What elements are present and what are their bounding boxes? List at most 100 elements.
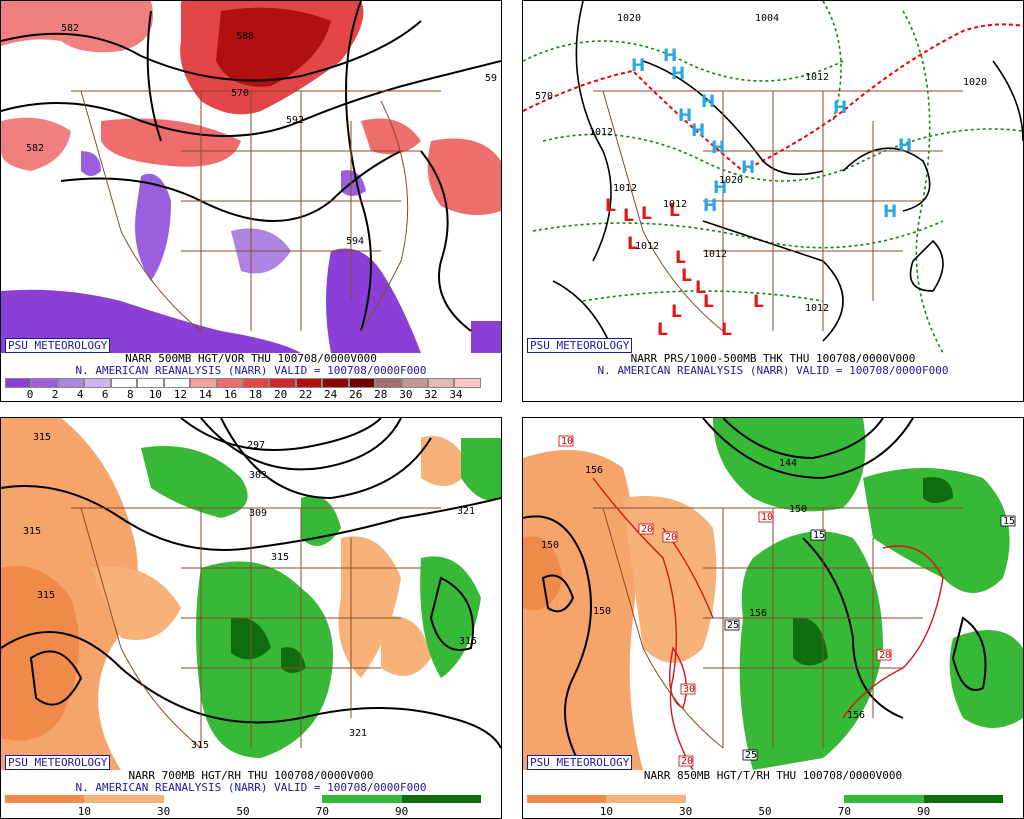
colorbar-label: 30	[399, 388, 413, 401]
colorbar-label: 10	[599, 805, 613, 818]
high-symbol: H	[883, 202, 897, 222]
colorbar-label: 6	[101, 388, 109, 401]
high-symbol: H	[631, 56, 645, 76]
contour-label: 315	[191, 740, 209, 751]
colorbar-labels: 10 30 50 70 90	[5, 806, 481, 818]
contour-label: 321	[349, 728, 367, 739]
temp-label: 10	[761, 512, 773, 523]
colorbar-swatch	[401, 795, 481, 803]
colorbar-label: 10	[77, 805, 91, 818]
colorbar-swatch	[84, 795, 164, 803]
colorbar-label: 70	[837, 805, 851, 818]
contour-label: 150	[789, 504, 807, 515]
temp-label: 15	[813, 530, 825, 541]
high-symbol: H	[703, 196, 717, 216]
contour-label: 1020	[963, 77, 987, 88]
contour-label: 582	[61, 23, 79, 34]
high-symbol: H	[691, 121, 705, 141]
contour-label: 570	[231, 88, 249, 99]
low-symbol: L	[703, 292, 714, 312]
colorbar-label: 4	[76, 388, 84, 401]
contour-label: 303	[249, 470, 267, 481]
contour-label: 309	[249, 508, 267, 519]
low-symbol: L	[641, 204, 652, 224]
contour-label: 321	[457, 506, 475, 517]
contour-label: 150	[593, 606, 611, 617]
colorbar	[527, 795, 1003, 803]
contour-label: 297	[247, 440, 265, 451]
colorbar-swatch	[375, 378, 402, 388]
colorbar-swatch	[5, 795, 85, 803]
contour-label: 156	[749, 608, 767, 619]
colorbar-swatch	[844, 795, 924, 803]
contour-label: 156	[585, 465, 603, 476]
panel-pressure-thickness: H H H H H H H H H H H H H L L L L L L L …	[522, 0, 1024, 402]
colorbar	[5, 795, 481, 803]
brand-label: PSU METEOROLOGY	[5, 338, 111, 353]
colorbar-swatch	[295, 378, 323, 388]
contour-label: 59	[485, 73, 497, 84]
temp-label: 25	[745, 750, 757, 761]
colorbar-swatch	[163, 795, 243, 803]
colorbar-swatch	[348, 378, 376, 388]
colorbar-label: 28	[374, 388, 388, 401]
high-symbol: H	[701, 92, 715, 112]
colorbar-label: 10	[148, 388, 162, 401]
panel-title: NARR 500MB HGT/VOR THU 100708/0000V000	[125, 352, 377, 365]
low-symbol: L	[671, 302, 682, 322]
colorbar-label: 70	[315, 805, 329, 818]
temp-label: 20	[681, 756, 693, 767]
colorbar-swatch	[31, 378, 58, 388]
panel-subtitle: N. AMERICAN REANALYSIS (NARR) VALID = 10…	[597, 364, 949, 377]
colorbar-swatch	[527, 795, 607, 803]
colorbar-swatch	[322, 378, 349, 388]
colorbar-label: 18	[248, 388, 263, 401]
colorbar-label: 8	[126, 388, 134, 401]
contour-label: 1004	[755, 13, 779, 24]
low-symbol: L	[675, 248, 686, 268]
contour-label: 1012	[635, 241, 659, 252]
contour-label: 144	[779, 458, 797, 469]
contour-label: 150	[541, 540, 559, 551]
map-850mb: 156 150 144 150 150 156 156 10 20 10 20 …	[523, 418, 1023, 770]
high-symbol: H	[711, 138, 725, 158]
colorbar-swatch	[764, 795, 845, 803]
temp-label: 20	[879, 650, 891, 661]
colorbar-label: 26	[349, 388, 363, 401]
contour-label: 315	[459, 636, 477, 647]
contour-label: 315	[33, 432, 51, 443]
colorbar-label: 90	[395, 805, 409, 818]
contour-label: 1012	[613, 183, 637, 194]
brand-label: PSU METEOROLOGY	[527, 755, 633, 770]
colorbar-labels: 10 30 50 70 90	[527, 806, 1003, 818]
colorbar-swatch	[190, 378, 217, 388]
colorbar-swatch	[606, 795, 686, 803]
high-symbol: H	[671, 64, 685, 84]
contour-label: 1012	[805, 72, 829, 83]
high-symbol: H	[741, 158, 755, 178]
colorbar-label: 2	[51, 388, 59, 401]
panel-subtitle: N. AMERICAN REANALYSIS (NARR) VALID = 10…	[75, 781, 427, 794]
map-500mb: 582 588 570 592 582 59 594	[1, 1, 501, 353]
colorbar-label: 34	[449, 388, 463, 401]
temp-label: 10	[561, 436, 573, 447]
temp-label: 30	[683, 684, 695, 695]
contour-label: 1020	[719, 175, 743, 186]
contour-label: 570	[535, 91, 553, 102]
colorbar-swatch	[685, 795, 765, 803]
colorbar-label: 14	[198, 388, 213, 401]
contour-label: 1012	[589, 127, 613, 138]
contour-label: 315	[271, 552, 289, 563]
colorbar-swatch	[84, 378, 111, 388]
colorbar	[5, 378, 481, 388]
contour-label: 315	[23, 526, 41, 537]
colorbar-swatch	[923, 795, 1003, 803]
colorbar-label: 32	[424, 388, 438, 401]
panel-500mb-height-vorticity: 582 588 570 592 582 59 594 PSU METEOROLO…	[0, 0, 502, 402]
temp-label: 20	[665, 532, 677, 543]
contour-label: 1012	[663, 199, 687, 210]
low-symbol: L	[753, 292, 764, 312]
low-symbol: L	[681, 266, 692, 286]
colorbar-label: 90	[917, 805, 931, 818]
colorbar-swatch	[428, 378, 455, 388]
